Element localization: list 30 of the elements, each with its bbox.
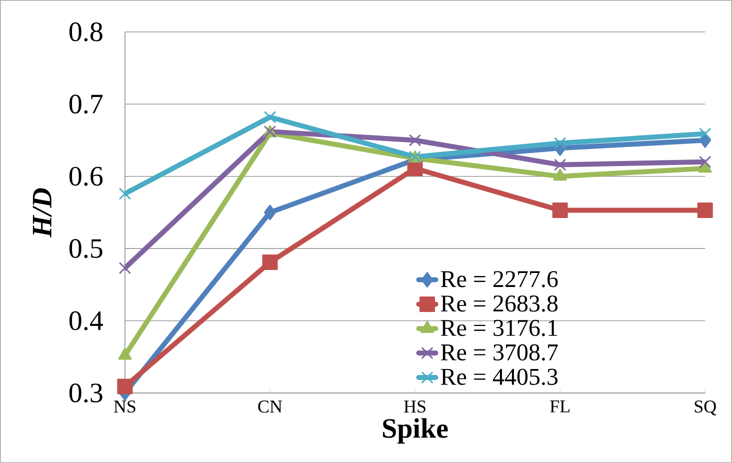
y-tick-label: 0.3	[69, 384, 102, 403]
x-tick-label: FL	[550, 400, 570, 412]
point	[262, 254, 278, 270]
point	[409, 134, 421, 146]
y-tick-label: 0.5	[69, 239, 102, 258]
point	[552, 202, 568, 218]
point	[264, 204, 276, 220]
x-tick-label: NS	[114, 400, 136, 413]
point	[117, 378, 133, 394]
point	[699, 156, 711, 168]
point	[699, 128, 711, 140]
point	[554, 137, 566, 149]
y-tick-label: 0.4	[69, 311, 103, 330]
x-tick-label: HS	[404, 400, 426, 413]
y-tick-label: 0.6	[69, 166, 103, 186]
point	[697, 202, 713, 218]
y-axis-title: H/D	[32, 188, 52, 238]
legend-label: Re = 3176.1	[440, 320, 558, 336]
legend-label: Re = 3708.7	[440, 344, 558, 361]
x-axis-title: Spike	[383, 418, 448, 444]
y-tick-label: 0.8	[69, 22, 102, 42]
x-tick-label: CN	[258, 400, 282, 413]
x-tick-label: SQ	[694, 400, 716, 416]
y-tick-label: 0.7	[69, 94, 103, 114]
legend-label: Re = 2683.8	[440, 295, 558, 312]
point	[554, 159, 566, 171]
point	[119, 262, 131, 274]
legend-label: Re = 4405.3	[440, 368, 558, 386]
legend-label: Re = 2277.6	[440, 271, 558, 288]
point	[119, 188, 131, 200]
